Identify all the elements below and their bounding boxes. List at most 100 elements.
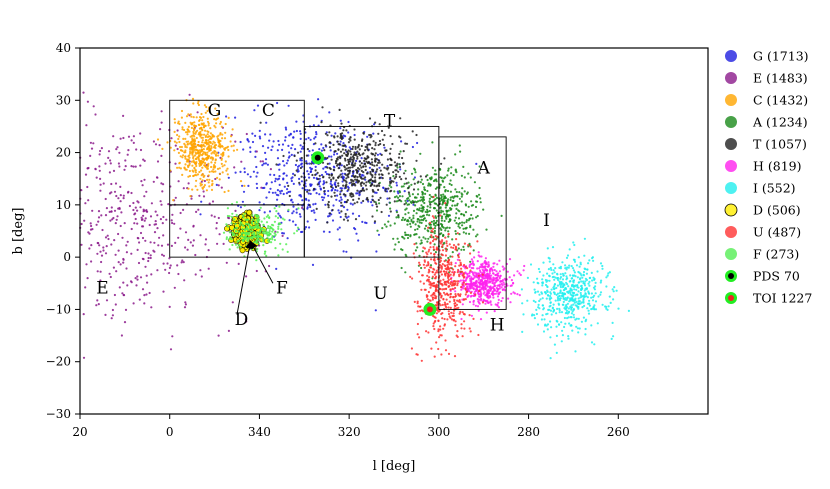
data-point — [225, 169, 228, 172]
data-point — [219, 133, 222, 136]
data-point — [537, 303, 540, 306]
data-point — [387, 214, 391, 217]
data-point — [561, 286, 565, 289]
data-point — [339, 215, 342, 219]
data-point — [132, 201, 135, 205]
data-point — [445, 270, 448, 274]
data-point — [86, 277, 89, 280]
data-point — [212, 146, 216, 149]
data-point — [362, 174, 365, 177]
data-point — [355, 159, 358, 162]
data-point — [497, 284, 500, 287]
data-point — [334, 162, 338, 165]
data-point — [587, 282, 590, 285]
data-point — [439, 259, 442, 262]
data-point — [299, 144, 302, 147]
data-point — [225, 261, 228, 264]
data-point — [444, 202, 447, 205]
data-point — [371, 174, 374, 177]
data-point — [581, 306, 584, 309]
data-point — [245, 320, 248, 323]
data-point — [434, 235, 437, 238]
data-point — [395, 181, 398, 184]
data-point — [378, 176, 381, 179]
data-point — [317, 178, 320, 181]
data-point — [458, 273, 461, 276]
data-point — [541, 278, 544, 281]
data-point — [288, 219, 291, 222]
data-point — [550, 326, 553, 329]
data-point — [477, 309, 480, 312]
data-point — [160, 121, 163, 124]
data-point — [468, 314, 471, 317]
data-point — [409, 275, 412, 278]
data-point — [447, 235, 450, 238]
data-point — [442, 201, 445, 204]
data-point — [370, 135, 373, 138]
data-point — [443, 186, 446, 189]
data-point — [553, 271, 556, 274]
data-point — [353, 151, 356, 154]
data-point — [168, 266, 171, 269]
data-point — [244, 318, 247, 321]
data-point — [441, 288, 444, 291]
data-point — [341, 172, 344, 175]
data-point — [144, 265, 147, 268]
data-point — [354, 178, 357, 181]
data-point — [472, 287, 475, 290]
data-point — [148, 223, 151, 227]
data-point — [334, 132, 337, 135]
data-point — [486, 299, 489, 302]
data-point — [331, 188, 334, 192]
data-point — [538, 293, 541, 296]
data-point — [559, 297, 562, 300]
data-point — [357, 145, 360, 148]
data-point — [217, 334, 220, 337]
data-point — [178, 140, 181, 144]
data-point — [574, 297, 577, 300]
data-point — [431, 215, 434, 218]
data-point — [141, 288, 145, 291]
data-point — [421, 182, 425, 186]
data-point — [560, 311, 564, 314]
data-point — [404, 231, 407, 234]
data-point — [397, 156, 401, 159]
data-point — [210, 188, 214, 191]
data-point — [593, 304, 596, 307]
data-point — [230, 238, 233, 241]
y-axis-label: b [deg] — [11, 208, 26, 255]
data-point — [226, 225, 229, 228]
data-point — [199, 177, 202, 180]
data-point — [347, 166, 350, 169]
data-point — [463, 176, 466, 179]
data-point — [192, 145, 195, 148]
data-point — [112, 135, 115, 138]
data-point — [447, 306, 450, 309]
data-point — [200, 200, 203, 203]
data-point — [440, 209, 443, 212]
data-point — [385, 203, 388, 206]
data-point — [336, 228, 339, 231]
data-point — [234, 140, 237, 143]
data-point — [334, 150, 337, 153]
data-point — [305, 198, 308, 201]
data-point — [193, 141, 196, 144]
data-point — [174, 241, 177, 244]
data-point — [459, 150, 462, 153]
data-point — [494, 273, 497, 277]
data-point — [264, 250, 267, 253]
data-point — [427, 237, 430, 240]
data-point — [308, 162, 311, 165]
data-point — [443, 280, 447, 283]
data-point — [343, 152, 346, 155]
data-point — [330, 173, 334, 176]
data-point — [584, 327, 587, 331]
data-point — [192, 156, 195, 160]
data-point — [570, 297, 574, 300]
data-point — [440, 232, 443, 235]
data-point — [249, 175, 252, 178]
data-point — [553, 283, 556, 286]
data-point — [416, 208, 419, 211]
data-point — [134, 165, 137, 168]
data-point — [290, 153, 293, 156]
